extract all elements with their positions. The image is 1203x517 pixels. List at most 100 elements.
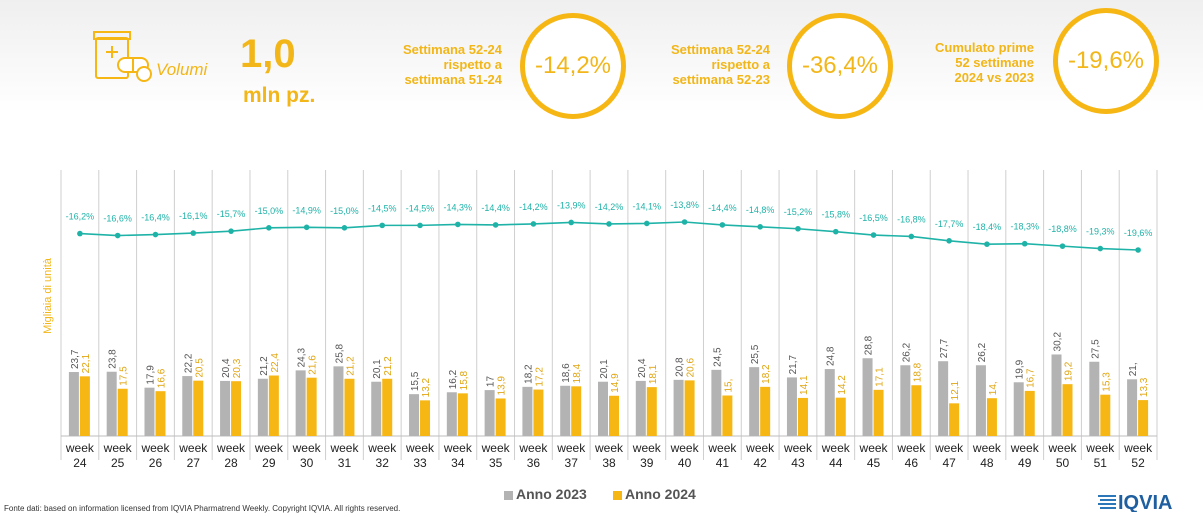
x-tick-label-number: 33 (413, 456, 427, 470)
variation-label: -16,1% (179, 211, 208, 221)
bar-2024 (1100, 394, 1111, 436)
data-label-2023: 20,4 (637, 358, 648, 378)
data-label-2024: 15,3 (1101, 372, 1112, 392)
variation-label: -14,8% (746, 205, 775, 215)
volumes-unit: mln pz. (243, 84, 316, 107)
x-tick-label-word: week (556, 441, 586, 455)
data-label-2024: 22,4 (270, 353, 281, 373)
data-label-2023: 18,6 (561, 363, 572, 383)
data-label-2024: 12,1 (950, 380, 961, 400)
bar-2023 (182, 376, 193, 436)
data-label-2023: 15,5 (410, 371, 421, 391)
variation-label: -16,6% (103, 214, 132, 224)
variation-label: -15,0% (330, 206, 359, 216)
variation-point (1059, 243, 1066, 249)
x-tick-label-word: week (594, 441, 624, 455)
variation-point (266, 224, 272, 231)
variation-point (1021, 240, 1028, 247)
variation-point (568, 219, 575, 226)
bar-2024 (571, 386, 582, 436)
variation-point (1097, 245, 1104, 252)
data-label-2023: 27,5 (1090, 339, 1101, 359)
bar-2024 (306, 377, 317, 436)
x-tick-label-word: week (745, 441, 775, 455)
data-label-2023: 30,2 (1053, 332, 1064, 352)
x-tick-label-word: week (670, 441, 700, 455)
bar-2024 (457, 393, 468, 436)
x-tick-label-number: 29 (262, 456, 276, 470)
x-tick-label-number: 41 (716, 456, 730, 470)
variation-label: -18,3% (1010, 222, 1039, 232)
x-tick-label-word: week (481, 441, 511, 455)
x-tick-label-number: 49 (1018, 456, 1032, 470)
x-tick-label-number: 47 (942, 456, 956, 470)
bar-2024 (1138, 400, 1149, 436)
bar-2024 (79, 376, 90, 436)
variation-point (984, 241, 990, 248)
x-tick-label-word: week (896, 441, 926, 455)
data-label-2024: 21,6 (308, 355, 319, 375)
variation-label: -14,1% (633, 201, 662, 211)
data-label-2023: 24,5 (712, 347, 723, 367)
bar-2024 (155, 391, 166, 436)
x-tick-label-word: week (216, 441, 246, 455)
legend-2024: Anno 2024 (625, 486, 696, 502)
bar-2024 (533, 389, 544, 436)
bar-2023 (786, 377, 797, 436)
data-label-2023: 19,9 (1015, 359, 1026, 379)
bar-2024 (835, 397, 846, 436)
bar-2024 (382, 378, 393, 436)
variation-label: -14,4% (708, 203, 737, 213)
variation-point (606, 221, 612, 227)
data-label-2024: 16,7 (1026, 368, 1037, 388)
bar-2023 (446, 392, 457, 436)
bar-2023 (1127, 379, 1138, 436)
bar-2023 (598, 381, 608, 436)
bar-2023 (900, 365, 911, 436)
data-label-2023: 17,9 (145, 365, 156, 385)
bar-2024 (722, 395, 733, 436)
cmp-week-vs-year-label: Settimana 52-24 rispetto a settimana 52-… (671, 42, 770, 87)
x-tick-label-word: week (65, 441, 95, 455)
variation-point (341, 224, 348, 231)
x-tick-label-number: 45 (867, 456, 881, 470)
bar-2023 (635, 380, 646, 436)
bar-2024 (986, 398, 997, 436)
legend-swatch-2024 (613, 491, 622, 500)
cmp-week-vs-year-value: -36,4% (787, 13, 893, 119)
x-tick-label-number: 24 (73, 456, 87, 470)
data-label-2023: 24,8 (826, 346, 837, 366)
x-tick-label-number: 37 (565, 456, 579, 470)
x-tick-label-word: week (405, 441, 435, 455)
pill-box-icon (93, 31, 152, 82)
bar-2023 (144, 387, 155, 436)
bar-2024 (495, 398, 506, 436)
x-tick-label-word: week (518, 441, 548, 455)
data-label-2023: 22,2 (183, 353, 194, 373)
x-tick-label-number: 34 (451, 456, 465, 470)
x-tick-label-number: 39 (640, 456, 654, 470)
x-tick-label-number: 27 (187, 456, 201, 470)
variation-label: -18,4% (973, 222, 1002, 232)
variation-point (908, 233, 915, 240)
variation-label: -14,2% (519, 202, 548, 212)
bar-2024 (949, 403, 960, 436)
data-label-2023: 18,2 (523, 364, 534, 384)
x-tick-label-word: week (707, 441, 737, 455)
bar-2023 (371, 381, 382, 436)
x-tick-label-word: week (1085, 441, 1115, 455)
variation-point (228, 228, 234, 234)
data-label-2024: 13,2 (421, 377, 432, 397)
variation-label: -17,7% (935, 219, 964, 229)
bar-2024 (684, 380, 695, 436)
data-label-2023: 26,2 (901, 342, 912, 362)
x-tick-label-number: 50 (1056, 456, 1070, 470)
x-tick-label-word: week (178, 441, 208, 455)
variation-label: -15,7% (217, 209, 246, 219)
x-tick-label-number: 43 (791, 456, 805, 470)
variation-point (1135, 247, 1141, 253)
data-label-2024: 19,2 (1064, 361, 1075, 381)
x-tick-label-word: week (783, 441, 813, 455)
variation-point (757, 224, 763, 230)
data-label-2023: 23,7 (70, 349, 81, 369)
